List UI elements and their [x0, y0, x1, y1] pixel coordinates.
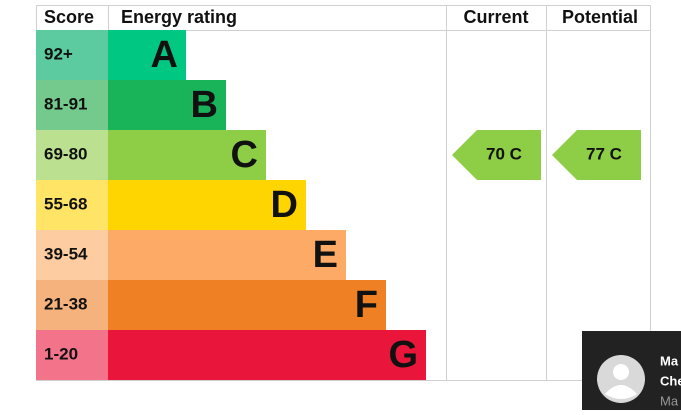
- rating-letter: G: [388, 334, 418, 376]
- header-energy-rating: Energy rating: [121, 7, 237, 27]
- score-cell: [36, 130, 108, 180]
- score-cell: [36, 180, 108, 230]
- popup-line: Che: [660, 373, 681, 388]
- potential-arrow: [552, 130, 641, 180]
- score-label: 92+: [44, 44, 73, 63]
- rating-bar: [108, 80, 226, 130]
- rating-letter: C: [231, 134, 258, 176]
- rating-bar: [108, 230, 346, 280]
- rating-letter: D: [271, 184, 298, 226]
- score-cell: [36, 280, 108, 330]
- notification-popup[interactable]: Ma Che Ma: [582, 331, 681, 410]
- header-potential: Potential: [562, 7, 638, 27]
- current-label: 70 C: [486, 144, 522, 163]
- score-cell: [36, 30, 108, 80]
- score-cell: [36, 80, 108, 130]
- rating-bar: [108, 130, 266, 180]
- header-current: Current: [463, 7, 528, 27]
- rating-bar: [108, 330, 426, 380]
- rating-letter: A: [151, 34, 178, 76]
- rating-letter: E: [313, 234, 338, 276]
- avatar-body: [605, 385, 637, 399]
- rating-letter: B: [191, 84, 218, 126]
- header-score: Score: [44, 7, 94, 27]
- current-arrow: [452, 130, 541, 180]
- score-cell: [36, 230, 108, 280]
- rating-bar: [108, 280, 386, 330]
- score-cell: [36, 330, 108, 380]
- popup-line: Ma: [660, 353, 679, 368]
- score-label: 81-91: [44, 94, 87, 113]
- rating-letter: F: [355, 284, 378, 326]
- rating-bar: [108, 180, 306, 230]
- popup-line: Ma: [660, 393, 679, 408]
- avatar-head: [613, 364, 629, 380]
- score-label: 55-68: [44, 194, 87, 213]
- score-label: 1-20: [44, 344, 78, 363]
- score-label: 39-54: [44, 244, 88, 263]
- score-label: 21-38: [44, 294, 87, 313]
- potential-label: 77 C: [586, 144, 622, 163]
- rating-bar: [108, 30, 186, 80]
- score-label: 69-80: [44, 144, 87, 163]
